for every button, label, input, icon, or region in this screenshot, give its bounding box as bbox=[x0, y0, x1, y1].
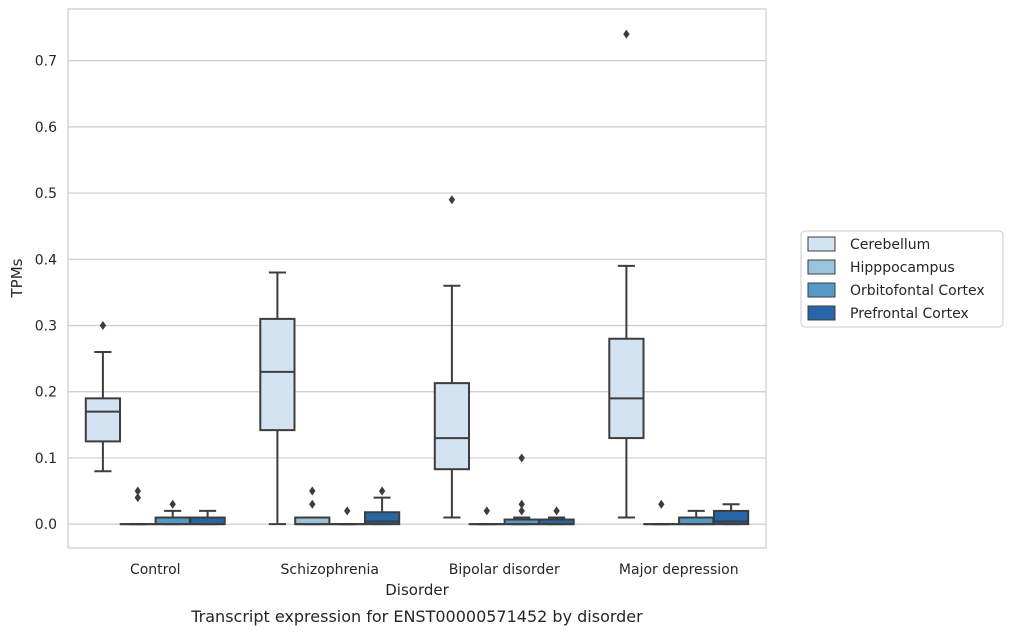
flier-point bbox=[169, 499, 176, 509]
box-group bbox=[363, 486, 401, 526]
box-group bbox=[538, 506, 575, 526]
y-tick-label: 0.6 bbox=[35, 120, 57, 136]
flier-point bbox=[448, 195, 456, 205]
box-group bbox=[678, 509, 715, 526]
y-tick-label: 0.3 bbox=[35, 319, 57, 335]
legend-frame bbox=[800, 230, 1004, 328]
legend-swatch bbox=[807, 305, 836, 321]
flier-point bbox=[99, 321, 107, 331]
legend-label: Cerebellum bbox=[850, 237, 930, 253]
legend-label: Prefrontal Cortex bbox=[850, 306, 969, 322]
box-group bbox=[712, 503, 750, 526]
legend-swatch bbox=[807, 282, 836, 298]
box-group bbox=[294, 486, 331, 526]
legend: Cerebellum Hipppocampus Orbitofontal Corte… bbox=[800, 230, 1004, 328]
box-group bbox=[329, 506, 366, 526]
y-tick-label: 0.1 bbox=[35, 451, 57, 467]
plot-frame bbox=[67, 8, 767, 549]
y-tick-label: 0.2 bbox=[35, 385, 57, 401]
flier-point bbox=[483, 506, 490, 516]
box-group bbox=[259, 271, 296, 526]
grid-layer bbox=[68, 60, 766, 525]
y-axis-title: TPMs bbox=[8, 258, 26, 298]
flier-point bbox=[378, 486, 386, 496]
flier-point bbox=[344, 506, 351, 516]
box-group bbox=[503, 453, 540, 526]
box-group bbox=[643, 499, 680, 526]
x-tick-label: Bipolar disorder bbox=[449, 562, 560, 578]
x-tick-label: Schizophrenia bbox=[281, 562, 379, 578]
box-body bbox=[84, 397, 122, 443]
y-tick-labels: 0.0 0.1 0.2 0.3 0.4 0.5 0.6 0.7 bbox=[35, 54, 57, 534]
box-group bbox=[154, 499, 191, 526]
box-group bbox=[189, 509, 226, 526]
box-group bbox=[433, 195, 471, 519]
x-tick-labels: Control Schizophrenia Bipolar disorder Majo… bbox=[130, 562, 739, 578]
box-body bbox=[259, 317, 296, 432]
box-layer bbox=[84, 29, 750, 526]
y-tick-label: 0.5 bbox=[35, 186, 57, 202]
flier-point bbox=[658, 499, 665, 509]
y-tick-label: 0.7 bbox=[35, 54, 57, 70]
flier-point bbox=[309, 499, 316, 509]
flier-point bbox=[518, 453, 525, 463]
legend-items: Cerebellum Hipppocampus Orbitofontal Corte… bbox=[807, 236, 985, 322]
x-tick-label: Control bbox=[130, 562, 181, 578]
flier-point bbox=[134, 486, 141, 496]
flier-point bbox=[134, 493, 141, 503]
box-body bbox=[363, 511, 401, 526]
flier-point bbox=[518, 499, 525, 509]
box-group bbox=[468, 506, 505, 526]
box-group bbox=[84, 321, 122, 473]
box-body bbox=[608, 337, 645, 440]
flier-point bbox=[553, 506, 560, 516]
y-tick-label: 0.0 bbox=[35, 517, 57, 533]
flier-point bbox=[309, 486, 316, 496]
box-group bbox=[608, 29, 645, 519]
legend-label: Orbitofontal Cortex bbox=[850, 283, 985, 299]
x-axis-title: Disorder bbox=[385, 581, 449, 599]
legend-swatch bbox=[807, 259, 836, 275]
y-tick-label: 0.4 bbox=[35, 252, 57, 268]
legend-label: Hipppocampus bbox=[850, 260, 955, 276]
box-body bbox=[433, 382, 471, 471]
legend-swatch bbox=[807, 236, 836, 252]
flier-point bbox=[518, 506, 525, 516]
flier-point bbox=[623, 29, 630, 39]
x-tick-label: Major depression bbox=[619, 562, 739, 578]
box-group bbox=[119, 486, 156, 526]
chart-caption: Transcript expression for ENST0000057145… bbox=[190, 607, 643, 626]
